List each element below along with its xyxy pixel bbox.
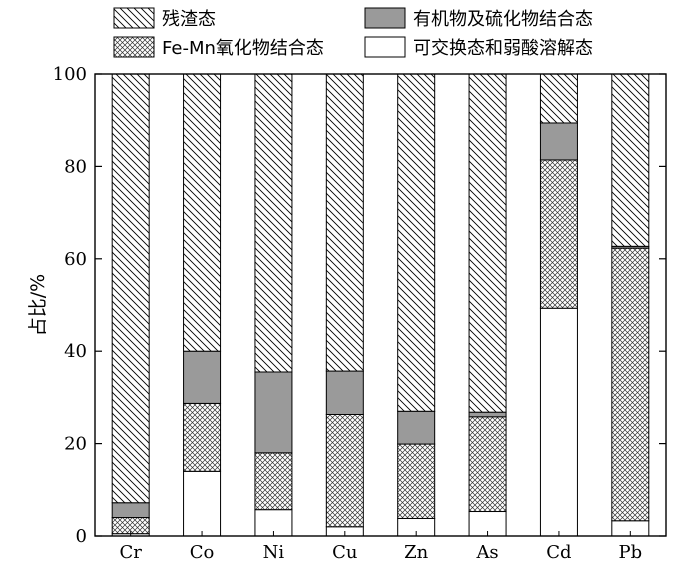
legend-label-series-3: 残渣态: [162, 9, 216, 30]
bar-cu-series-3: [325, 73, 364, 372]
y-tick-label: 80: [64, 156, 87, 177]
x-tick-label-cu: Cu: [332, 542, 357, 563]
bar-cr-series-2: [111, 502, 150, 519]
bar-zn-series-3: [397, 73, 436, 412]
y-tick-label: 60: [64, 249, 87, 270]
bar-cd-series-1: [539, 159, 578, 309]
bar-co-series-3: [183, 73, 222, 352]
bar-co-series-0: [183, 470, 222, 537]
x-tick-label-ni: Ni: [263, 542, 285, 563]
bar-as-series-3: [468, 73, 507, 413]
y-tick-label: 40: [64, 341, 87, 362]
bar-ni-series-1: [254, 452, 293, 511]
bar-pb-series-1: [611, 247, 650, 522]
y-tick-label: 0: [76, 526, 87, 547]
x-tick-label-cd: Cd: [546, 542, 571, 563]
bar-cd-series-2: [539, 122, 578, 161]
plot-frame: [94, 73, 667, 537]
legend-label-series-1: Fe-Mn氧化物结合态: [162, 38, 324, 59]
bars-layer: [111, 73, 650, 537]
legend-swatch-series-2: [364, 7, 406, 29]
bar-ni-series-2: [254, 371, 293, 454]
legend-label-series-0: 可交换态和弱酸溶解态: [413, 38, 593, 59]
x-tick-label-pb: Pb: [618, 542, 642, 563]
legend: 残渣态 有机物及硫化物结合态 Fe-Mn氧化物结合态 可交换态和弱酸溶解态: [113, 7, 593, 59]
bar-pb-series-3: [611, 73, 650, 247]
x-axis: Cr Co Ni Cu Zn As Cd Pb: [119, 531, 642, 563]
bar-as-series-1: [468, 416, 507, 513]
bar-as-series-2: [468, 411, 507, 418]
y-tick-label: 100: [53, 64, 87, 85]
legend-swatch-series-1: [113, 36, 155, 58]
x-tick-label-co: Co: [190, 542, 215, 563]
y-axis: 0 20 40 60 80 100: [53, 64, 666, 547]
bar-co-series-2: [183, 350, 222, 404]
legend-label-series-2: 有机物及硫化物结合态: [413, 9, 593, 30]
y-axis-label: 占比/%: [27, 274, 49, 336]
bar-cd-series-0: [539, 307, 578, 537]
bar-zn-series-1: [397, 443, 436, 519]
bar-cu-series-2: [325, 370, 364, 415]
x-tick-label-zn: Zn: [404, 542, 429, 563]
x-tick-label-as: As: [475, 542, 498, 563]
bar-cr-series-3: [111, 73, 150, 504]
bar-cu-series-1: [325, 413, 364, 528]
bar-co-series-1: [183, 402, 222, 472]
bar-cd-series-3: [539, 73, 578, 124]
y-tick-label: 20: [64, 434, 87, 455]
bar-ni-series-3: [254, 73, 293, 373]
legend-swatch-series-0: [364, 36, 406, 58]
x-tick-label-cr: Cr: [119, 542, 142, 563]
legend-swatch-series-3: [113, 7, 155, 29]
bar-zn-series-2: [397, 410, 436, 445]
